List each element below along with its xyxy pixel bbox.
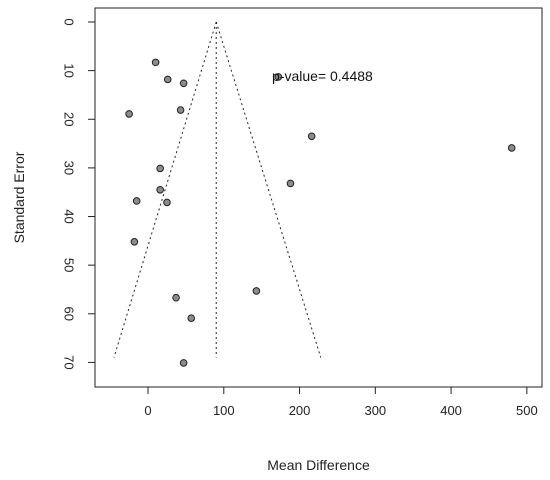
study-point xyxy=(507,144,516,152)
y-tick-label: 10 xyxy=(62,63,77,77)
funnel-left-line xyxy=(113,21,217,358)
study-point xyxy=(274,73,283,81)
study-point xyxy=(179,359,188,367)
y-tick-label: 70 xyxy=(62,355,77,369)
x-tick-label: 100 xyxy=(213,403,235,418)
y-tick-label: 0 xyxy=(62,18,77,25)
x-axis: 0 100 200 300 400 500 xyxy=(144,387,538,418)
x-tick-label: 0 xyxy=(144,403,151,418)
y-tick-label: 40 xyxy=(62,209,77,223)
study-point xyxy=(163,75,172,84)
study-point xyxy=(130,238,139,246)
study-point xyxy=(156,185,164,194)
funnel-right-line xyxy=(215,21,322,358)
study-point xyxy=(132,197,141,205)
y-axis: 0 10 20 30 40 50 60 70 xyxy=(62,18,95,370)
x-tick-label: 200 xyxy=(289,403,311,418)
study-point xyxy=(286,179,295,188)
y-tick-label: 50 xyxy=(62,258,77,272)
x-tick-label: 500 xyxy=(516,403,538,418)
study-point xyxy=(172,293,180,302)
points-layer xyxy=(125,58,516,367)
study-point xyxy=(187,314,196,322)
study-point xyxy=(176,106,185,114)
study-point xyxy=(156,164,164,173)
study-point xyxy=(151,58,160,67)
p-value-annotation: p-value= 0.4488 xyxy=(272,68,373,84)
x-tick-label: 400 xyxy=(440,403,462,418)
y-tick-label: 20 xyxy=(62,112,77,126)
study-point xyxy=(179,79,188,88)
plot-frame xyxy=(94,7,543,388)
y-tick-label: 30 xyxy=(62,161,77,175)
study-point xyxy=(252,287,261,295)
y-tick-label: 60 xyxy=(62,307,77,321)
x-tick-label: 300 xyxy=(364,403,386,418)
funnel-layer xyxy=(113,21,322,358)
x-axis-title: Mean Difference xyxy=(267,457,370,473)
y-axis-title: Standard Error xyxy=(11,151,27,243)
study-point xyxy=(163,198,171,207)
study-point xyxy=(307,132,316,141)
study-point xyxy=(125,110,133,118)
